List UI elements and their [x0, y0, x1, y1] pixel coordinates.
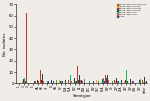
Bar	[127, 81, 128, 83]
Legend: gPISP: penicillin non-sus, gPISP: penicillin-int, gPISP: penicillin-sus, gPISP: : gPISP: penicillin non-sus, gPISP: penici…	[117, 4, 146, 18]
Bar	[132, 81, 133, 83]
Bar	[56, 80, 57, 83]
Bar	[25, 81, 26, 83]
Bar	[126, 70, 127, 83]
Bar	[43, 81, 44, 83]
Bar	[80, 80, 81, 83]
Bar	[124, 81, 125, 83]
Bar	[146, 81, 147, 83]
Bar	[82, 81, 83, 83]
Bar	[47, 81, 48, 83]
Bar	[77, 66, 78, 83]
Bar	[62, 81, 63, 83]
Bar	[71, 81, 72, 83]
Bar	[75, 81, 76, 83]
Bar	[105, 75, 106, 83]
Bar	[118, 81, 119, 83]
Bar	[103, 81, 104, 83]
Bar	[59, 80, 60, 83]
Y-axis label: No. isolates: No. isolates	[3, 32, 7, 56]
Bar	[48, 81, 49, 83]
Bar	[112, 81, 113, 83]
Bar	[26, 13, 27, 83]
Bar	[125, 80, 126, 83]
Bar	[51, 80, 52, 83]
Bar	[142, 80, 143, 83]
Bar	[60, 78, 61, 83]
Bar	[108, 80, 109, 83]
Bar	[78, 80, 79, 83]
Bar	[37, 80, 38, 83]
Bar	[114, 80, 115, 83]
Bar	[115, 81, 116, 83]
Bar	[65, 80, 66, 83]
Bar	[84, 79, 85, 83]
Bar	[89, 81, 90, 83]
Bar	[117, 81, 118, 83]
Bar	[53, 81, 54, 83]
Bar	[22, 81, 23, 83]
Bar	[93, 81, 94, 83]
Bar	[144, 77, 145, 83]
Bar	[79, 75, 80, 83]
Bar	[121, 80, 122, 83]
Bar	[74, 78, 75, 83]
Bar	[96, 80, 97, 83]
Bar	[104, 81, 105, 83]
Bar	[24, 78, 25, 83]
Bar	[70, 75, 71, 83]
X-axis label: Serotype: Serotype	[72, 94, 91, 98]
Bar	[42, 74, 43, 83]
Bar	[68, 80, 69, 83]
Bar	[34, 81, 35, 83]
Bar	[130, 79, 131, 83]
Bar	[40, 70, 41, 83]
Bar	[106, 78, 107, 83]
Bar	[145, 82, 146, 83]
Bar	[41, 80, 42, 83]
Bar	[107, 75, 108, 83]
Bar	[98, 81, 99, 83]
Bar	[23, 79, 24, 83]
Bar	[76, 81, 77, 83]
Bar	[100, 63, 101, 83]
Bar	[116, 78, 117, 83]
Bar	[133, 81, 134, 83]
Bar	[61, 81, 62, 83]
Bar	[38, 78, 39, 83]
Bar	[102, 79, 103, 83]
Bar	[140, 79, 141, 83]
Bar	[143, 82, 144, 83]
